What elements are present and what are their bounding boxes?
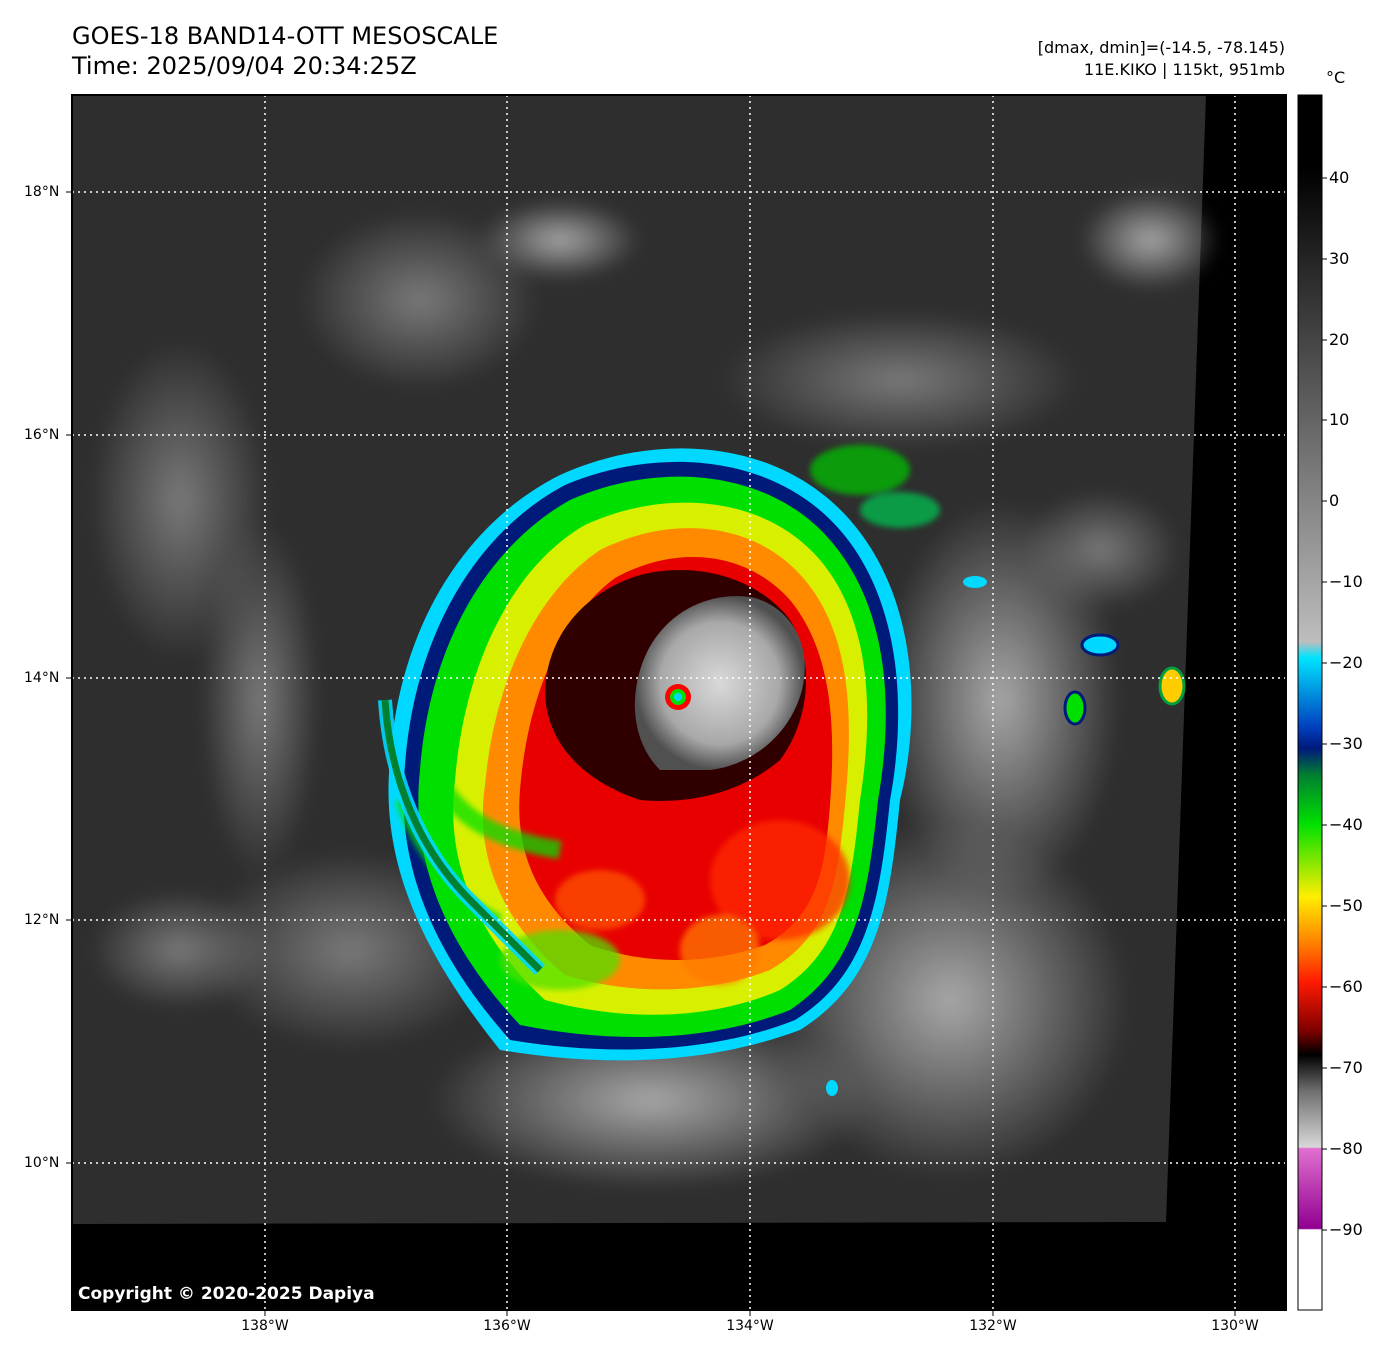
colorbar-tick: −10 xyxy=(1329,572,1363,591)
dmax-dmin-label: [dmax, dmin]=(-14.5, -78.145) xyxy=(1037,38,1285,57)
colorbar-tick: −50 xyxy=(1329,896,1363,915)
lon-label: 136°W xyxy=(483,1318,531,1334)
colorbar-tick: 20 xyxy=(1329,330,1350,349)
colorbar-tick: 0 xyxy=(1329,491,1340,510)
colorbar-tick: 40 xyxy=(1329,168,1350,187)
colorbar xyxy=(1297,94,1323,1311)
colorbar-tick: −60 xyxy=(1329,977,1363,996)
storm-info-label: 11E.KIKO | 115kt, 951mb xyxy=(1083,60,1285,79)
colorbar-unit: °C xyxy=(1326,68,1346,87)
colorbar-tick: −80 xyxy=(1329,1139,1363,1158)
colorbar-tick: 10 xyxy=(1329,410,1350,429)
graticule xyxy=(72,95,1286,1310)
copyright-label: Copyright © 2020-2025 Dapiya xyxy=(78,1284,375,1304)
lat-label: 18°N xyxy=(24,184,60,200)
map-frame xyxy=(71,94,1287,1311)
colorbar-tick: 30 xyxy=(1329,249,1350,268)
lon-label: 138°W xyxy=(241,1318,289,1334)
lat-label: 12°N xyxy=(24,912,60,928)
lat-label: 16°N xyxy=(24,427,60,443)
lat-label: 14°N xyxy=(24,670,60,686)
colorbar-tick: −40 xyxy=(1329,815,1363,834)
colorbar-tick: −30 xyxy=(1329,734,1363,753)
lon-label: 134°W xyxy=(726,1318,774,1334)
colorbar-tick: −90 xyxy=(1329,1220,1363,1239)
time-label: Time: 2025/09/04 20:34:25Z xyxy=(72,52,417,80)
lon-label: 132°W xyxy=(969,1318,1017,1334)
lon-label: 130°W xyxy=(1211,1318,1259,1334)
colorbar-tick: −70 xyxy=(1329,1058,1363,1077)
chart-title: GOES-18 BAND14-OTT MESOSCALE xyxy=(72,22,499,50)
colorbar-tick: −20 xyxy=(1329,653,1363,672)
lat-label: 10°N xyxy=(24,1155,60,1171)
